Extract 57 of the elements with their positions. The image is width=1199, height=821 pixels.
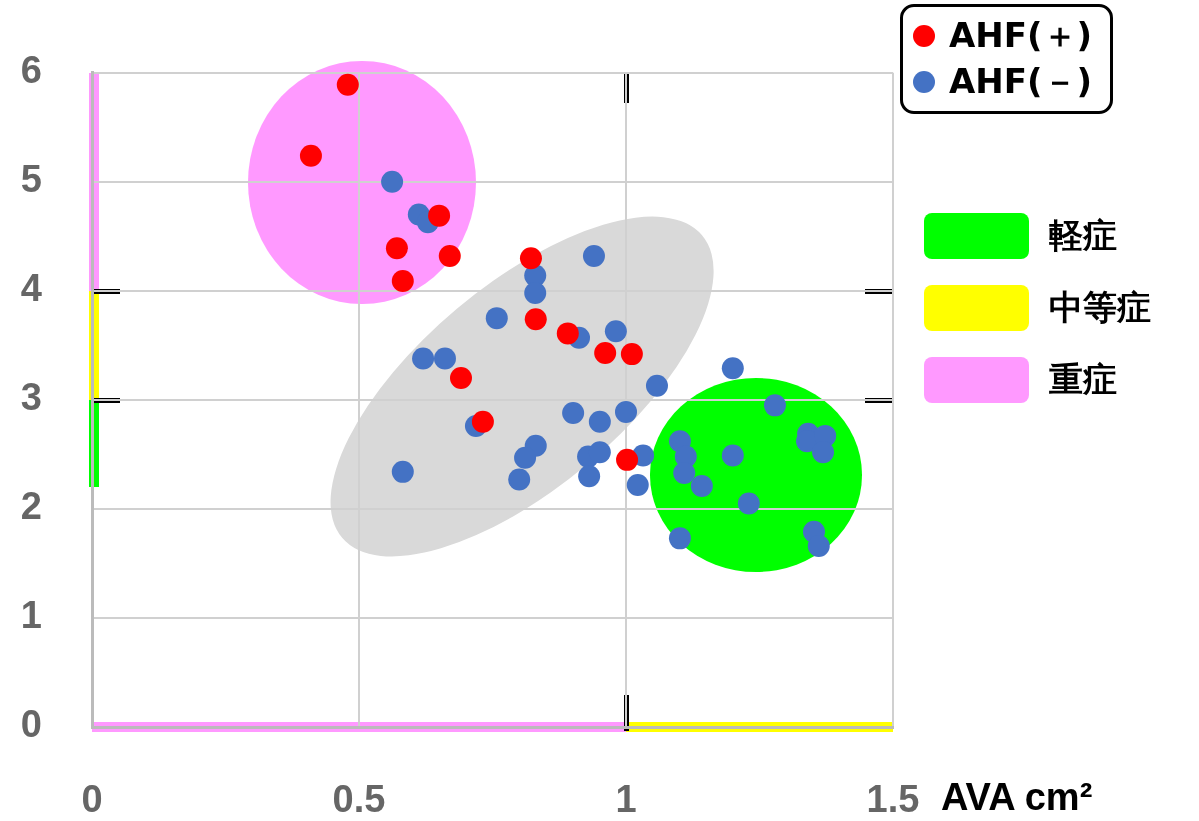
legend-label: AHF(＋) — [949, 14, 1093, 57]
point — [616, 448, 639, 471]
point — [578, 465, 601, 488]
text: 中等症 — [1049, 286, 1151, 329]
point — [471, 410, 494, 433]
point — [524, 308, 547, 331]
point — [645, 374, 668, 397]
point — [721, 444, 744, 467]
point — [514, 446, 537, 469]
y-tick-label: 2 — [20, 485, 42, 528]
point — [615, 400, 637, 423]
point — [588, 441, 611, 464]
y-tick-label: 0 — [20, 703, 42, 746]
y-tick-label: 1 — [20, 594, 42, 637]
point — [721, 357, 744, 380]
point — [485, 307, 508, 330]
point — [812, 441, 835, 464]
point — [620, 343, 643, 366]
y-tick-label: 3 — [20, 376, 42, 419]
text: 軽症 — [1049, 214, 1117, 257]
point — [604, 320, 627, 343]
point — [449, 367, 472, 390]
x-tick-label: 1.5 — [866, 778, 920, 821]
y-tick-label: 5 — [20, 158, 42, 201]
point — [381, 170, 404, 193]
x-tick-label: 0.5 — [332, 778, 386, 821]
point — [428, 204, 451, 227]
point — [673, 461, 696, 484]
point — [763, 394, 786, 417]
point — [299, 144, 322, 167]
point — [508, 468, 531, 491]
point — [524, 282, 547, 305]
x-tick-label: 1 — [615, 778, 637, 821]
point — [626, 473, 649, 496]
text: 重症 — [1049, 358, 1117, 401]
point — [385, 237, 408, 260]
legend-label: AHF(－) — [949, 60, 1093, 103]
point — [519, 247, 542, 270]
point — [412, 347, 435, 370]
x-axis-title: AVA cm² — [941, 776, 1093, 819]
point — [336, 73, 359, 96]
point — [438, 244, 461, 267]
point — [391, 460, 414, 483]
point — [556, 322, 579, 345]
y-tick-label: 6 — [20, 49, 42, 92]
point — [391, 270, 414, 293]
point — [588, 410, 611, 433]
x-tick-label: 0 — [81, 778, 103, 821]
point — [582, 244, 605, 267]
point — [690, 475, 713, 498]
y-tick-label: 4 — [20, 267, 42, 310]
point — [737, 492, 760, 515]
point — [433, 347, 456, 370]
point — [562, 401, 585, 424]
point — [668, 527, 691, 550]
point — [594, 342, 617, 365]
point — [807, 535, 830, 558]
